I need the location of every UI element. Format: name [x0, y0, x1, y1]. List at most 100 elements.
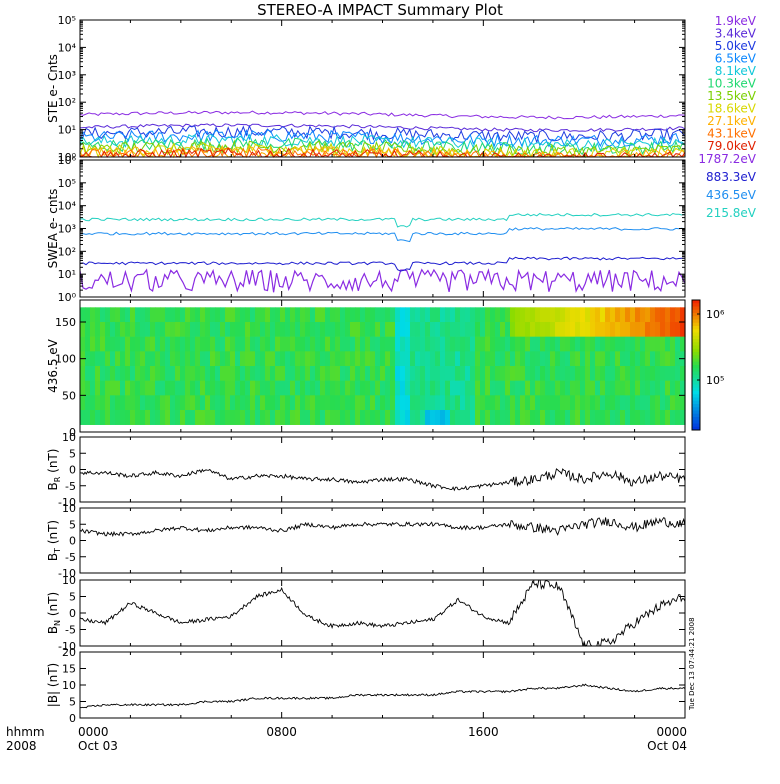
pad-heat-cell	[360, 380, 366, 396]
pad-colorbar-step	[692, 413, 700, 418]
swea-series-line	[79, 212, 686, 228]
ste-legend-entry: 8.1keV	[715, 64, 757, 78]
pad-heat-cell	[380, 351, 386, 367]
pad-heat-cell	[80, 336, 86, 352]
pad-heat-cell	[95, 336, 101, 352]
pad-heat-cell	[110, 351, 116, 367]
ste-series-line	[79, 123, 686, 133]
pad-heat-cell	[420, 322, 426, 337]
pad-heat-cell	[360, 307, 366, 323]
pad-heat-cell	[425, 395, 431, 411]
pad-ytick-label: 0	[69, 426, 76, 439]
pad-heat-cell	[655, 395, 661, 411]
pad-heat-cell	[150, 366, 156, 381]
pad-heat-cell	[540, 307, 546, 323]
pad-heat-cell	[475, 366, 481, 381]
pad-heat-cell	[400, 366, 406, 381]
pad-heat-cell	[485, 336, 491, 352]
pad-colorbar-step	[692, 391, 700, 395]
pad-heat-cell	[240, 380, 246, 396]
pad-heat-cell	[515, 380, 521, 396]
pad-heat-cell	[540, 322, 546, 337]
pad-heat-cell	[330, 410, 336, 425]
pad-heat-cell	[445, 395, 451, 411]
pad-heat-cell	[195, 307, 201, 323]
pad-heat-cell	[570, 380, 576, 396]
pad-heat-cell	[215, 307, 221, 323]
pad-heat-cell	[240, 336, 246, 352]
bn-ylabel-sub: N	[53, 620, 62, 626]
pad-heat-cell	[275, 336, 281, 352]
pad-heat-cell	[110, 336, 116, 352]
pad-heat-cell	[445, 336, 451, 352]
pad-heat-cell	[645, 380, 651, 396]
pad-heat-cell	[335, 366, 341, 381]
pad-heat-cell	[140, 366, 146, 381]
pad-heat-cell	[270, 322, 276, 337]
pad-heat-cell	[670, 307, 676, 323]
pad-heat-cell	[140, 322, 146, 337]
pad-heat-cell	[445, 307, 451, 323]
pad-heat-cell	[220, 395, 226, 411]
pad-heat-cell	[290, 380, 296, 396]
pad-heat-cell	[345, 380, 351, 396]
pad-heat-cell	[275, 351, 281, 367]
pad-heat-cell	[605, 307, 611, 323]
pad-heat-cell	[485, 307, 491, 323]
pad-heat-cell	[115, 380, 121, 396]
pad-heat-cell	[305, 307, 311, 323]
pad-heat-cell	[460, 380, 466, 396]
pad-heat-cell	[510, 410, 516, 425]
pad-heat-cell	[285, 366, 291, 381]
pad-heat-cell	[480, 307, 486, 323]
pad-heat-cell	[285, 410, 291, 425]
pad-heat-cell	[510, 307, 516, 323]
pad-heat-cell	[225, 307, 231, 323]
pad-heat-cell	[175, 351, 181, 367]
pad-heat-cell	[100, 351, 106, 367]
pad-heat-cell	[505, 336, 511, 352]
pad-heat-cell	[235, 395, 241, 411]
pad-heat-cell	[585, 307, 591, 323]
pad-heat-cell	[485, 380, 491, 396]
pad-heat-cell	[380, 322, 386, 337]
pad-heat-cell	[575, 307, 581, 323]
pad-heat-cell	[360, 336, 366, 352]
pad-heat-cell	[320, 380, 326, 396]
bmag-ytick-label: 10	[62, 679, 76, 692]
pad-heat-cell	[120, 351, 126, 367]
pad-heat-cell	[440, 307, 446, 323]
panels-group: 10⁰ 10¹ 10² 10³ 10⁴ 10⁵ STE e- Cnts 1.9keV3.4ke…	[46, 14, 757, 725]
pad-heat-cell	[245, 307, 251, 323]
pad-heat-cell	[355, 366, 361, 381]
pad-heat-cell	[120, 307, 126, 323]
pad-heat-cell	[580, 351, 586, 367]
xaxis-left-label-hhmm: hhmm	[6, 725, 45, 739]
pad-heat-cell	[380, 380, 386, 396]
pad-heat-cell	[675, 322, 681, 337]
pad-heat-cell	[300, 380, 306, 396]
pad-heat-cell	[680, 395, 686, 411]
pad-heat-cell	[205, 307, 211, 323]
pad-heat-cell	[90, 366, 96, 381]
pad-heat-cell	[175, 322, 181, 337]
pad-heat-cell	[175, 395, 181, 411]
br-ytick-label: 0	[69, 464, 76, 477]
ste-legend-entry: 1.9keV	[715, 14, 757, 28]
pad-heat-cell	[590, 366, 596, 381]
pad-heat-cell	[500, 380, 506, 396]
pad-heat-cell	[520, 380, 526, 396]
pad-heat-cell	[245, 410, 251, 425]
pad-heat-cell	[110, 366, 116, 381]
pad-heat-cell	[645, 351, 651, 367]
pad-heat-cell	[620, 366, 626, 381]
pad-heat-cell	[630, 351, 636, 367]
pad-heat-cell	[605, 366, 611, 381]
pad-heat-cell	[410, 322, 416, 337]
pad-heat-cell	[410, 307, 416, 323]
ste-legend-entry: 3.4keV	[715, 27, 757, 41]
pad-heat-cell	[405, 322, 411, 337]
pad-heat-cell	[260, 322, 266, 337]
pad-heat-cell	[195, 336, 201, 352]
pad-heat-cell	[455, 322, 461, 337]
